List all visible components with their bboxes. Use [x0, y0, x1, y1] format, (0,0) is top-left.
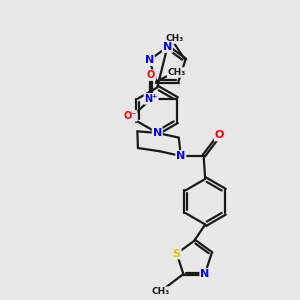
Text: O: O [147, 70, 155, 80]
Text: N: N [153, 128, 162, 138]
Text: S: S [173, 248, 181, 259]
Text: CH₃: CH₃ [165, 34, 184, 43]
Text: CH₃: CH₃ [152, 287, 170, 296]
Text: N: N [145, 55, 154, 65]
Text: O: O [215, 130, 224, 140]
Text: N: N [163, 42, 172, 52]
Text: CH₃: CH₃ [168, 68, 186, 77]
Text: N⁺: N⁺ [144, 94, 158, 104]
Text: N: N [176, 151, 185, 161]
Text: O⁻: O⁻ [123, 111, 136, 121]
Text: N: N [200, 269, 209, 279]
